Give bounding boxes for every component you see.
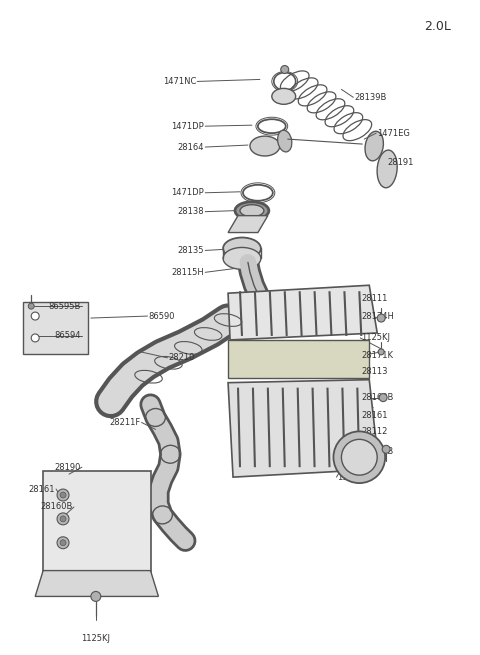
Text: 28171K: 28171K: [361, 351, 393, 360]
Text: 28164: 28164: [178, 143, 204, 151]
Text: 28112: 28112: [361, 427, 388, 436]
Text: 28210: 28210: [168, 353, 195, 362]
Text: 28115H: 28115H: [171, 268, 204, 277]
Circle shape: [341, 440, 377, 475]
Text: 28161: 28161: [29, 485, 55, 494]
Bar: [43, 471, 151, 582]
Ellipse shape: [274, 73, 296, 90]
Text: 28174H: 28174H: [361, 312, 394, 320]
Circle shape: [60, 516, 66, 522]
Text: 28211F: 28211F: [109, 418, 141, 427]
Text: 28135: 28135: [178, 246, 204, 255]
Text: 1125KJ: 1125KJ: [81, 634, 110, 643]
Text: 1125KJ: 1125KJ: [361, 333, 390, 343]
Text: 1471EG: 1471EG: [377, 128, 410, 138]
Text: 86590: 86590: [148, 312, 175, 320]
Ellipse shape: [277, 130, 292, 152]
Ellipse shape: [250, 136, 280, 156]
Text: 86594: 86594: [54, 331, 81, 341]
Ellipse shape: [223, 238, 261, 259]
Text: 1471NC: 1471NC: [163, 77, 196, 86]
Text: 2.0L: 2.0L: [424, 20, 451, 33]
Bar: [23, 302, 88, 354]
Polygon shape: [228, 380, 379, 477]
Bar: [228, 340, 369, 378]
Text: 1471DP: 1471DP: [171, 188, 204, 197]
Circle shape: [378, 349, 384, 355]
Circle shape: [57, 513, 69, 525]
Ellipse shape: [223, 248, 261, 269]
Text: 28161: 28161: [361, 411, 388, 420]
Polygon shape: [35, 571, 158, 597]
Circle shape: [60, 492, 66, 498]
Circle shape: [382, 445, 390, 453]
Ellipse shape: [272, 88, 296, 104]
Text: 1471DP: 1471DP: [171, 122, 204, 130]
Ellipse shape: [235, 202, 269, 219]
Circle shape: [57, 537, 69, 549]
Circle shape: [31, 334, 39, 342]
Text: 28191: 28191: [387, 159, 413, 168]
Polygon shape: [228, 215, 268, 233]
Text: 28160B: 28160B: [361, 393, 394, 402]
Circle shape: [379, 394, 387, 402]
Text: 28160B: 28160B: [41, 502, 73, 512]
Text: 28114B: 28114B: [361, 447, 394, 456]
Circle shape: [28, 303, 34, 309]
Text: 28111: 28111: [361, 293, 388, 303]
Circle shape: [281, 66, 288, 73]
Circle shape: [60, 540, 66, 546]
Ellipse shape: [240, 205, 264, 217]
Text: 28139B: 28139B: [354, 93, 387, 102]
Text: 28138: 28138: [178, 207, 204, 216]
Text: 28113: 28113: [361, 367, 388, 376]
Circle shape: [57, 489, 69, 501]
Text: 28190: 28190: [55, 462, 81, 472]
Ellipse shape: [377, 150, 397, 188]
Text: 86595B: 86595B: [48, 301, 81, 310]
Polygon shape: [228, 285, 377, 340]
Circle shape: [334, 432, 385, 483]
Text: 1125DL: 1125DL: [337, 473, 370, 481]
Circle shape: [31, 312, 39, 320]
Circle shape: [377, 314, 385, 322]
Circle shape: [91, 591, 101, 601]
Ellipse shape: [365, 131, 384, 161]
